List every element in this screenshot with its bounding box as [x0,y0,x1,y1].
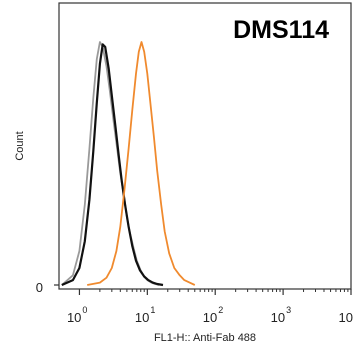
x-tick-label-4: 10 [339,310,353,325]
x-tick-label-1: 10 [135,310,149,325]
y-axis-title: Count [14,131,26,160]
x-tick-label-3: 10 [271,310,285,325]
x-tick-exponent-1: 1 [150,305,155,315]
x-tick-layer: 100101102103104 [54,284,353,325]
x-tick-exponent-0: 0 [82,305,87,315]
x-tick-exponent-3: 3 [286,305,291,315]
x-tick-label-2: 10 [203,310,217,325]
histogram-series-1 [61,43,164,287]
x-tick-label-0: 10 [67,310,81,325]
y-tick-label-0: 0 [36,280,43,295]
histogram-series-2 [87,41,196,286]
chart-title: DMS114 [233,16,329,44]
series-layer [61,41,196,287]
x-axis-title: FL1-H:: Anti-Fab 488 [154,332,256,344]
x-tick-exponent-2: 2 [218,305,223,315]
